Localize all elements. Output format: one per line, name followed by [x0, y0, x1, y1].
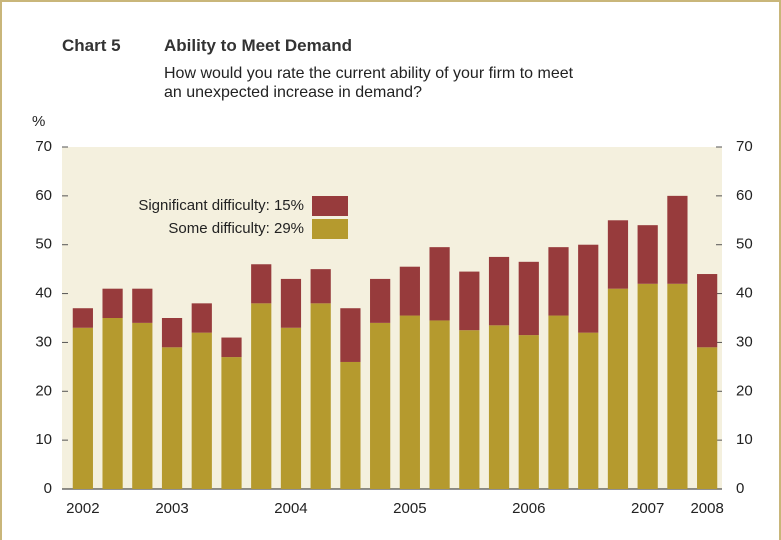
bar-segment [459, 271, 480, 331]
bar-segment [310, 269, 331, 304]
bar-segment [161, 347, 183, 489]
x-tick-label: 2006 [512, 500, 545, 517]
subtitle: How would you rate the current ability o… [164, 64, 573, 102]
bar-segment [132, 322, 153, 489]
bar-segment [488, 256, 510, 326]
bar-segment [340, 361, 361, 489]
y-axis-label: % [32, 113, 45, 130]
bar-segment [429, 247, 450, 321]
bar-segment [607, 220, 629, 289]
bar-segment [399, 266, 420, 316]
bar-segment [548, 315, 569, 489]
chart-title: Ability to Meet Demand [164, 36, 352, 55]
y-tick-label: 70 [35, 138, 52, 155]
y-tick-label: 20 [35, 382, 52, 399]
bar-segment [697, 347, 718, 489]
subtitle-line: an unexpected increase in demand? [164, 84, 422, 101]
y2-tick-label: 30 [736, 333, 753, 350]
bar-segment [72, 327, 93, 489]
legend-label: Some difficulty: 29% [168, 220, 304, 237]
bar-segment [370, 278, 391, 323]
legend-swatch [312, 219, 348, 239]
x-tick-label: 2005 [393, 500, 426, 517]
x-tick-label: 2008 [690, 500, 723, 517]
bar-segment [191, 332, 212, 489]
y-tick-label: 50 [35, 236, 52, 253]
bar-segment [251, 264, 272, 304]
bar-segment [667, 195, 688, 284]
bar-segment [221, 357, 242, 489]
bar-segment [102, 288, 123, 318]
legend-swatch [312, 196, 348, 216]
bar-segment [161, 318, 183, 348]
y2-tick-label: 60 [736, 187, 753, 204]
bar-segment [578, 244, 599, 333]
bar-segment [488, 325, 510, 489]
bar-segment [399, 315, 420, 489]
bar-segment [548, 247, 569, 316]
y-tick-label: 10 [35, 431, 52, 448]
bar-segment [578, 332, 599, 489]
bar-segment [518, 261, 539, 336]
bar-segment [637, 225, 658, 284]
y2-tick-label: 40 [736, 285, 753, 302]
bar-segment [697, 274, 718, 348]
bar-segment [132, 288, 153, 323]
bar-segment [310, 303, 331, 489]
legend-label: Significant difficulty: 15% [138, 197, 304, 214]
y2-tick-label: 70 [736, 138, 753, 155]
bar-segment [459, 330, 480, 489]
bar-segment [191, 303, 212, 333]
bar-segment [221, 337, 242, 358]
x-tick-label: 2007 [631, 500, 664, 517]
x-tick-label: 2004 [274, 500, 307, 517]
bar-segment [518, 335, 539, 489]
y2-tick-label: 50 [736, 236, 753, 253]
y2-tick-label: 10 [736, 431, 753, 448]
bar-segment [340, 308, 361, 362]
y2-tick-label: 20 [736, 382, 753, 399]
y-tick-label: 60 [35, 187, 52, 204]
y2-tick-label: 0 [736, 480, 744, 497]
x-tick-label: 2003 [155, 500, 188, 517]
chart-number: Chart 5 [62, 36, 121, 55]
bar-segment [280, 327, 302, 489]
bar-segment [370, 322, 391, 489]
y-tick-label: 30 [35, 333, 52, 350]
y-tick-label: 40 [35, 285, 52, 302]
subtitle-line: How would you rate the current ability o… [164, 65, 574, 82]
bar-segment [607, 288, 629, 489]
bar-segment [667, 283, 688, 489]
x-tick-label: 2002 [66, 500, 99, 517]
bar-segment [72, 308, 93, 328]
bar-segment [280, 278, 302, 328]
bar-segment [102, 318, 123, 489]
bar-segment [429, 320, 450, 489]
bar-segment [637, 283, 658, 489]
y-tick-label: 0 [44, 480, 52, 497]
bar-segment [251, 303, 272, 489]
